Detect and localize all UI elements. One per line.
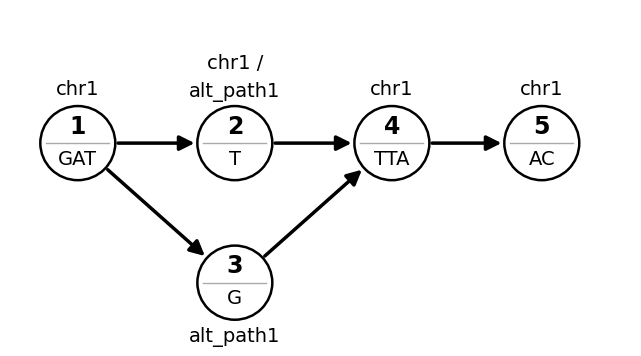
Ellipse shape (354, 106, 429, 180)
Text: T: T (229, 150, 241, 169)
Text: chr1: chr1 (56, 80, 99, 99)
Ellipse shape (504, 106, 579, 180)
Text: 5: 5 (533, 115, 550, 139)
Text: 4: 4 (384, 115, 400, 139)
Text: chr1 /: chr1 / (206, 54, 263, 73)
Ellipse shape (197, 106, 272, 180)
Text: 1: 1 (70, 115, 86, 139)
Text: alt_path1: alt_path1 (189, 327, 281, 347)
Ellipse shape (40, 106, 115, 180)
Text: GAT: GAT (58, 150, 97, 169)
Text: AC: AC (528, 150, 555, 169)
Text: 2: 2 (227, 115, 243, 139)
Text: TTA: TTA (374, 150, 410, 169)
Ellipse shape (197, 246, 272, 320)
Text: G: G (228, 289, 242, 309)
Text: 3: 3 (226, 254, 243, 278)
Text: alt_path1: alt_path1 (189, 82, 281, 102)
Text: chr1: chr1 (520, 80, 563, 99)
Text: chr1: chr1 (370, 80, 413, 99)
